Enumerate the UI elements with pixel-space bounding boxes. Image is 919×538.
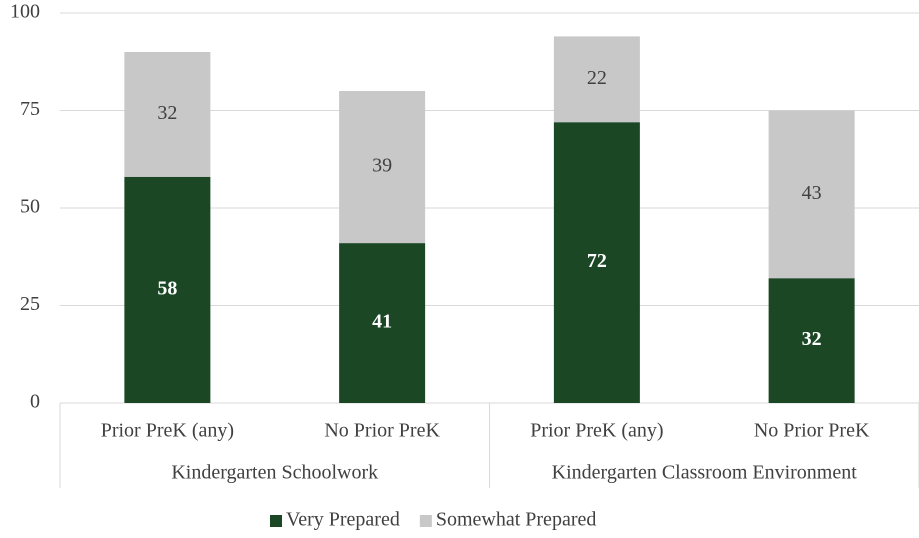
x-tick-label: No Prior PreK bbox=[324, 420, 440, 442]
y-tick-label: 0 bbox=[30, 391, 40, 413]
legend-label: Very Prepared bbox=[286, 509, 400, 531]
data-label: 32 bbox=[157, 102, 177, 124]
bar-segment bbox=[553, 36, 640, 123]
y-tick-label: 100 bbox=[10, 1, 40, 23]
legend-swatch bbox=[419, 515, 432, 527]
data-label: 22 bbox=[587, 67, 607, 89]
bar-segment bbox=[124, 176, 211, 403]
group-label: Kindergarten Classroom Environment bbox=[552, 462, 858, 484]
bar-segment bbox=[768, 278, 855, 403]
bar-segment bbox=[768, 110, 855, 279]
data-label: 43 bbox=[802, 182, 822, 204]
data-label: 72 bbox=[587, 250, 607, 272]
y-tick-label: 50 bbox=[20, 196, 40, 218]
data-label: 39 bbox=[372, 155, 392, 177]
legend-swatch bbox=[270, 515, 282, 527]
group-label: Kindergarten Schoolwork bbox=[171, 462, 378, 484]
y-tick-label: 25 bbox=[20, 293, 40, 315]
bar-segment bbox=[339, 243, 426, 403]
data-label: 41 bbox=[372, 311, 392, 333]
data-label: 32 bbox=[802, 328, 822, 350]
bar-segment bbox=[553, 122, 640, 403]
bar-segment bbox=[339, 91, 426, 244]
y-tick-label: 75 bbox=[20, 98, 40, 120]
bar-segment bbox=[124, 52, 211, 177]
legend-label: Somewhat Prepared bbox=[436, 509, 597, 531]
data-label: 58 bbox=[157, 277, 177, 299]
x-tick-label: Prior PreK (any) bbox=[101, 420, 234, 442]
x-tick-label: No Prior PreK bbox=[754, 420, 870, 442]
x-tick-label: Prior PreK (any) bbox=[530, 420, 663, 442]
